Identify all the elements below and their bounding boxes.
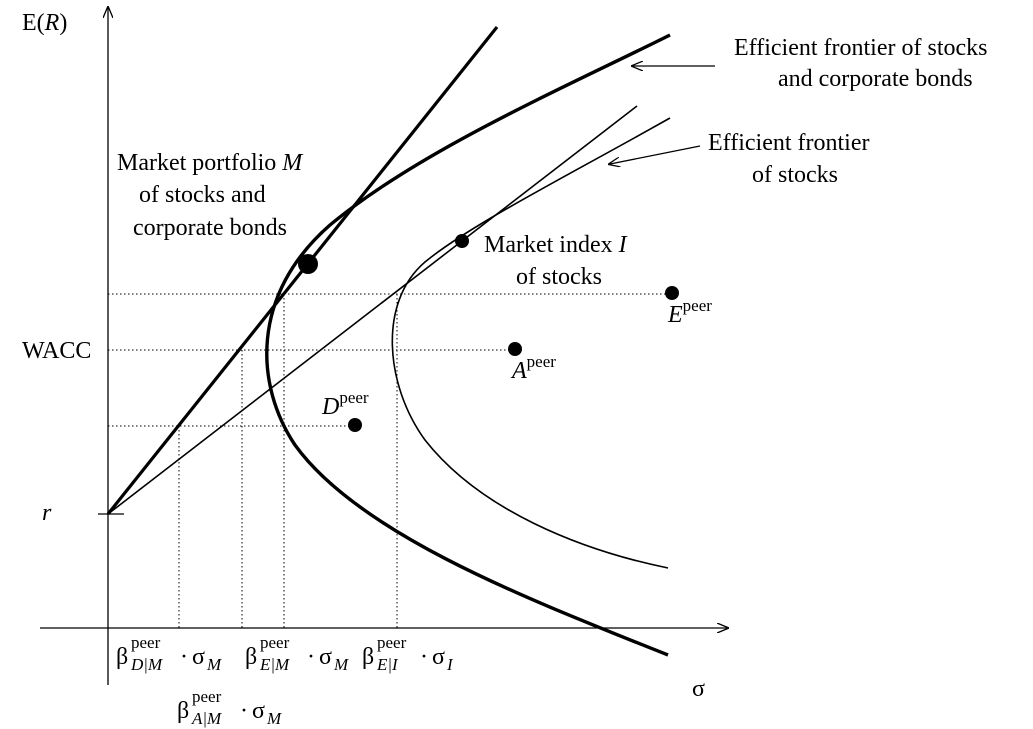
y-axis-label: E(R) bbox=[22, 10, 67, 36]
svg-text:·: · bbox=[180, 644, 188, 670]
beta-a-m-label: β peer A|M · σ M bbox=[177, 687, 282, 728]
svg-text:β: β bbox=[177, 698, 189, 724]
frontier-stocks-curve bbox=[391, 117, 671, 569]
a-peer-label: Apeer bbox=[510, 352, 556, 384]
svg-text:peer: peer bbox=[377, 633, 407, 652]
svg-text:·: · bbox=[240, 698, 248, 724]
beta-e-m-label: β peer E|M · σ M bbox=[245, 633, 349, 674]
frontier-stocks-bonds-curve bbox=[265, 33, 671, 657]
market-portfolio-label-line3: corporate bonds bbox=[133, 215, 287, 241]
wacc-label: WACC bbox=[22, 338, 91, 364]
market-portfolio-label-line2: of stocks and bbox=[139, 182, 266, 208]
beta-d-m-label: β peer D|M · σ M bbox=[116, 633, 222, 674]
svg-text:peer: peer bbox=[192, 687, 222, 706]
d-peer-point bbox=[348, 418, 362, 432]
svg-text:peer: peer bbox=[260, 633, 290, 652]
svg-text:·: · bbox=[307, 644, 315, 670]
svg-text:M: M bbox=[266, 709, 282, 728]
svg-text:D|M: D|M bbox=[130, 655, 163, 674]
market-index-label-line1: Market index I bbox=[484, 232, 628, 258]
e-peer-point bbox=[665, 286, 679, 300]
frontier-stocks-bonds-label-line2: and corporate bonds bbox=[778, 66, 973, 92]
d-peer-label: Dpeer bbox=[321, 388, 369, 420]
market-portfolio-m-point bbox=[298, 254, 318, 274]
frontier-stocks-bonds-label-line1: Efficient frontier of stocks bbox=[734, 35, 987, 61]
market-index-label-line2: of stocks bbox=[516, 264, 602, 290]
r-label: r bbox=[42, 500, 52, 526]
frontier-stocks-label-line1: Efficient frontier bbox=[708, 130, 869, 156]
dotted-guides bbox=[108, 293, 670, 628]
beta-e-i-label: β peer E|I · σ I bbox=[362, 633, 454, 674]
svg-text:E|M: E|M bbox=[259, 655, 290, 674]
svg-text:σ: σ bbox=[192, 644, 205, 670]
svg-text:β: β bbox=[362, 644, 374, 670]
frontier-stocks-label-line2: of stocks bbox=[752, 162, 838, 188]
svg-text:peer: peer bbox=[131, 633, 161, 652]
svg-text:β: β bbox=[245, 644, 257, 670]
svg-text:σ: σ bbox=[319, 644, 332, 670]
svg-text:σ: σ bbox=[252, 698, 265, 724]
market-index-i-point bbox=[455, 234, 469, 248]
market-portfolio-label-line1: Market portfolio M bbox=[117, 150, 304, 176]
svg-text:E|I: E|I bbox=[376, 655, 399, 674]
svg-text:β: β bbox=[116, 644, 128, 670]
arrow-to-frontier-stocks bbox=[610, 145, 701, 164]
e-peer-label: Epeer bbox=[667, 296, 712, 328]
svg-text:A|M: A|M bbox=[191, 709, 222, 728]
svg-text:M: M bbox=[206, 655, 222, 674]
svg-text:I: I bbox=[446, 655, 454, 674]
x-axis-label: σ bbox=[692, 676, 705, 702]
svg-text:·: · bbox=[420, 644, 428, 670]
svg-text:σ: σ bbox=[432, 644, 445, 670]
capital-market-line-stocks bbox=[107, 105, 638, 515]
svg-text:M: M bbox=[333, 655, 349, 674]
a-peer-point bbox=[508, 342, 522, 356]
